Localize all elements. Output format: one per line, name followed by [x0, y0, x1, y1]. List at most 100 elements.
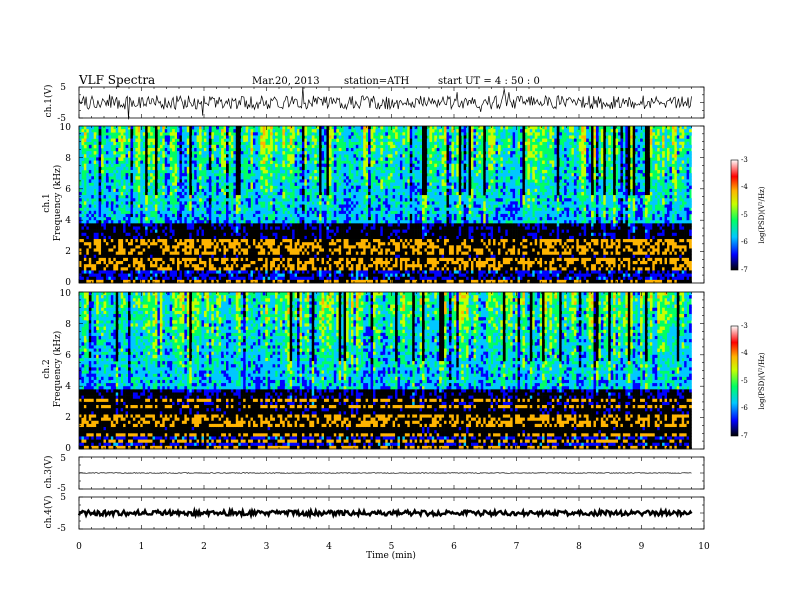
heatmap-cell [93, 132, 97, 136]
heatmap-cell [277, 185, 281, 190]
heatmap-cell [167, 279, 170, 284]
heatmap-cell [333, 163, 337, 168]
heatmap-cell [270, 160, 273, 164]
heatmap-cell [348, 267, 352, 271]
heatmap-cell [358, 173, 362, 177]
heatmap-cell [338, 239, 342, 243]
heatmap-cell [140, 147, 143, 152]
heatmap-cell [377, 154, 381, 158]
heatmap-cell [88, 195, 92, 199]
heatmap-cell [321, 188, 325, 193]
heatmap-cell [363, 235, 366, 240]
heatmap-cell [164, 226, 168, 230]
heatmap-cell [203, 207, 207, 212]
heatmap-cell [105, 254, 109, 259]
heatmap-cell [91, 279, 94, 284]
heatmap-cell [360, 254, 364, 259]
heatmap-cell [309, 182, 313, 186]
heatmap-cell [96, 235, 99, 240]
heatmap-cell [385, 138, 388, 142]
heatmap-cell [260, 144, 264, 149]
heatmap-cell [135, 147, 139, 152]
heatmap-cell [91, 267, 94, 271]
heatmap-cell [365, 257, 369, 262]
heatmap-cell [177, 154, 180, 158]
heatmap-cell [203, 267, 207, 271]
heatmap-cell [91, 176, 94, 180]
heatmap-cell [181, 195, 185, 199]
heatmap-cell [96, 207, 99, 212]
heatmap-cell [287, 257, 290, 262]
heatmap-cell [252, 279, 256, 284]
heatmap-cell [304, 173, 308, 177]
heatmap-cell [319, 217, 322, 221]
heatmap-cell [172, 226, 175, 230]
heatmap-cell [181, 144, 185, 149]
heatmap-cell [203, 188, 207, 193]
heatmap-cell [79, 169, 82, 174]
heatmap-cell [243, 261, 246, 265]
heatmap-cell [272, 188, 276, 193]
heatmap-cell [113, 267, 117, 271]
heatmap-cell [86, 264, 90, 268]
heatmap-cell [86, 213, 90, 218]
heatmap-cell [257, 213, 261, 218]
heatmap-cell [103, 248, 107, 252]
heatmap-cell [113, 248, 117, 252]
heatmap-cell [348, 207, 352, 212]
heatmap-cell [282, 276, 286, 281]
heatmap-cell [159, 151, 163, 155]
heatmap-cell [157, 154, 161, 158]
heatmap-cell [365, 245, 369, 249]
heatmap-cell [164, 229, 168, 234]
heatmap-cell [370, 254, 374, 259]
heatmap-cell [110, 270, 114, 274]
heatmap-cell [294, 223, 298, 227]
heatmap-cell [196, 138, 200, 142]
heatmap-cell [299, 220, 303, 224]
heatmap-cell [223, 223, 227, 227]
heatmap-cell [235, 264, 239, 268]
heatmap-cell [350, 138, 354, 142]
heatmap-cell [150, 223, 153, 227]
heatmap-cell [145, 198, 148, 202]
heatmap-cell [199, 270, 202, 274]
heatmap-cell [132, 270, 136, 274]
heatmap-cell [93, 245, 97, 249]
heatmap-cell [83, 242, 87, 246]
heatmap-cell [250, 213, 254, 218]
heatmap-cell [211, 239, 215, 243]
heatmap-cell [333, 251, 337, 256]
heatmap-cell [230, 191, 234, 196]
heatmap-cell [245, 248, 249, 252]
heatmap-cell [355, 213, 359, 218]
heatmap-cell [81, 220, 85, 224]
heatmap-cell [257, 232, 261, 237]
heatmap-cell [145, 279, 148, 284]
heatmap-cell [172, 245, 175, 249]
heatmap-cell [230, 257, 234, 262]
heatmap-cell [270, 245, 273, 249]
heatmap-cell [118, 169, 121, 174]
heatmap-cell [125, 223, 129, 227]
heatmap-cell [346, 201, 349, 205]
heatmap-cell [191, 166, 195, 171]
heatmap-cell [304, 182, 308, 186]
heatmap-cell [179, 188, 183, 193]
heatmap-cell [279, 182, 283, 186]
heatmap-cell [169, 264, 173, 268]
heatmap-cell [358, 182, 362, 186]
heatmap-cell [235, 151, 239, 155]
heatmap-cell [373, 182, 376, 186]
heatmap-cell [108, 251, 112, 256]
heatmap-cell [159, 257, 163, 262]
heatmap-cell [282, 213, 286, 218]
heatmap-cell [179, 220, 183, 224]
heatmap-cell [162, 213, 166, 218]
heatmap-cell [137, 257, 141, 262]
heatmap-cell [189, 138, 192, 142]
heatmap-cell [108, 204, 112, 208]
heatmap-cell [145, 276, 148, 281]
heatmap-cell [154, 144, 158, 149]
heatmap-cell [333, 229, 337, 234]
